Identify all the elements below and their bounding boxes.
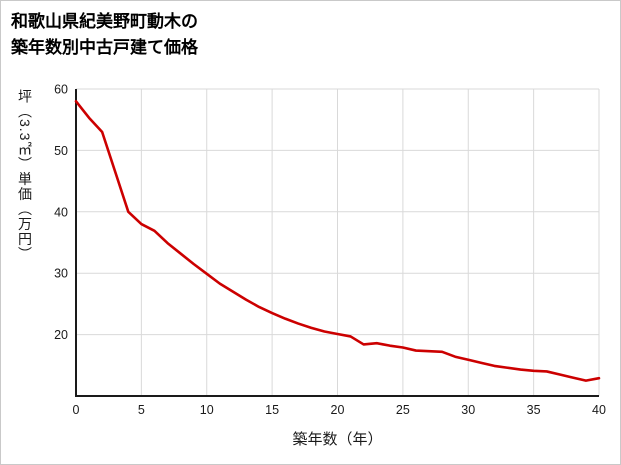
title-line-2: 築年数別中古戸建て価格	[11, 37, 198, 57]
x-tick-label: 35	[527, 403, 541, 417]
x-tick-label: 15	[265, 403, 279, 417]
y-tick-label: 40	[54, 205, 68, 219]
y-tick-label: 50	[54, 144, 68, 158]
x-tick-label: 20	[331, 403, 345, 417]
page-title: 和歌山県紀美野町動木の 築年数別中古戸建て価格	[11, 9, 198, 60]
x-axis-title: 築年数（年）	[292, 431, 383, 448]
y-tick-label: 20	[54, 328, 68, 342]
y-tick-label: 30	[54, 267, 68, 281]
y-axis-title: 坪（3.3㎡）単価（万円）	[17, 89, 33, 262]
x-tick-label: 5	[138, 403, 145, 417]
x-tick-label: 40	[592, 403, 606, 417]
title-line-1: 和歌山県紀美野町動木の	[11, 12, 198, 31]
y-tick-label: 60	[54, 83, 68, 97]
x-tick-label: 10	[200, 403, 214, 417]
price-line	[74, 99, 601, 382]
x-tick-label: 25	[396, 403, 410, 417]
x-tick-label: 0	[73, 403, 80, 417]
x-tick-label: 30	[461, 403, 475, 417]
